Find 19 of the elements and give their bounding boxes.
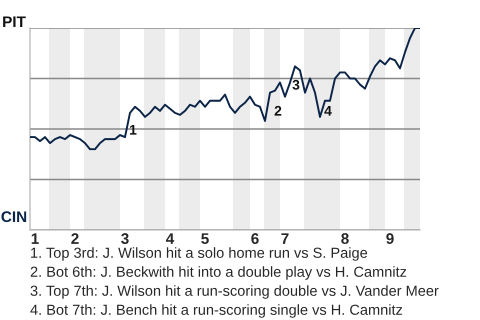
text: PIT	[3, 16, 26, 27]
x-tick-label: 7	[281, 233, 289, 244]
annotation: 1	[130, 125, 136, 135]
annotation: 3	[292, 80, 300, 90]
x-tick-label: 9	[386, 233, 394, 244]
annotation: 4	[324, 106, 332, 116]
text: 2. Bot 6th: J. Beckwith hit into a double play vs H. Camnitz	[30, 266, 406, 280]
x-tick-label: 1	[32, 233, 39, 244]
x-tick-label: 6	[251, 233, 259, 244]
text: 1. Top 3rd: J. Wilson hit a solo home run vs S. Paige	[31, 247, 368, 261]
x-tick-label: 5	[201, 233, 209, 244]
x-tick-label: 8	[341, 233, 349, 244]
text: 4. Bot 7th: J. Bench hit a run-scoring single vs H. Camnitz	[30, 304, 402, 318]
text: CIN	[1, 211, 26, 222]
x-tick-label: 2	[71, 233, 79, 244]
annotation: 2	[274, 106, 282, 116]
text: 3. Top 7th: J. Wilson hit a run-scoring double vs J. Vander Meer	[30, 285, 439, 299]
x-tick-label: 3	[121, 233, 129, 244]
x-tick-label: 4	[166, 233, 174, 244]
